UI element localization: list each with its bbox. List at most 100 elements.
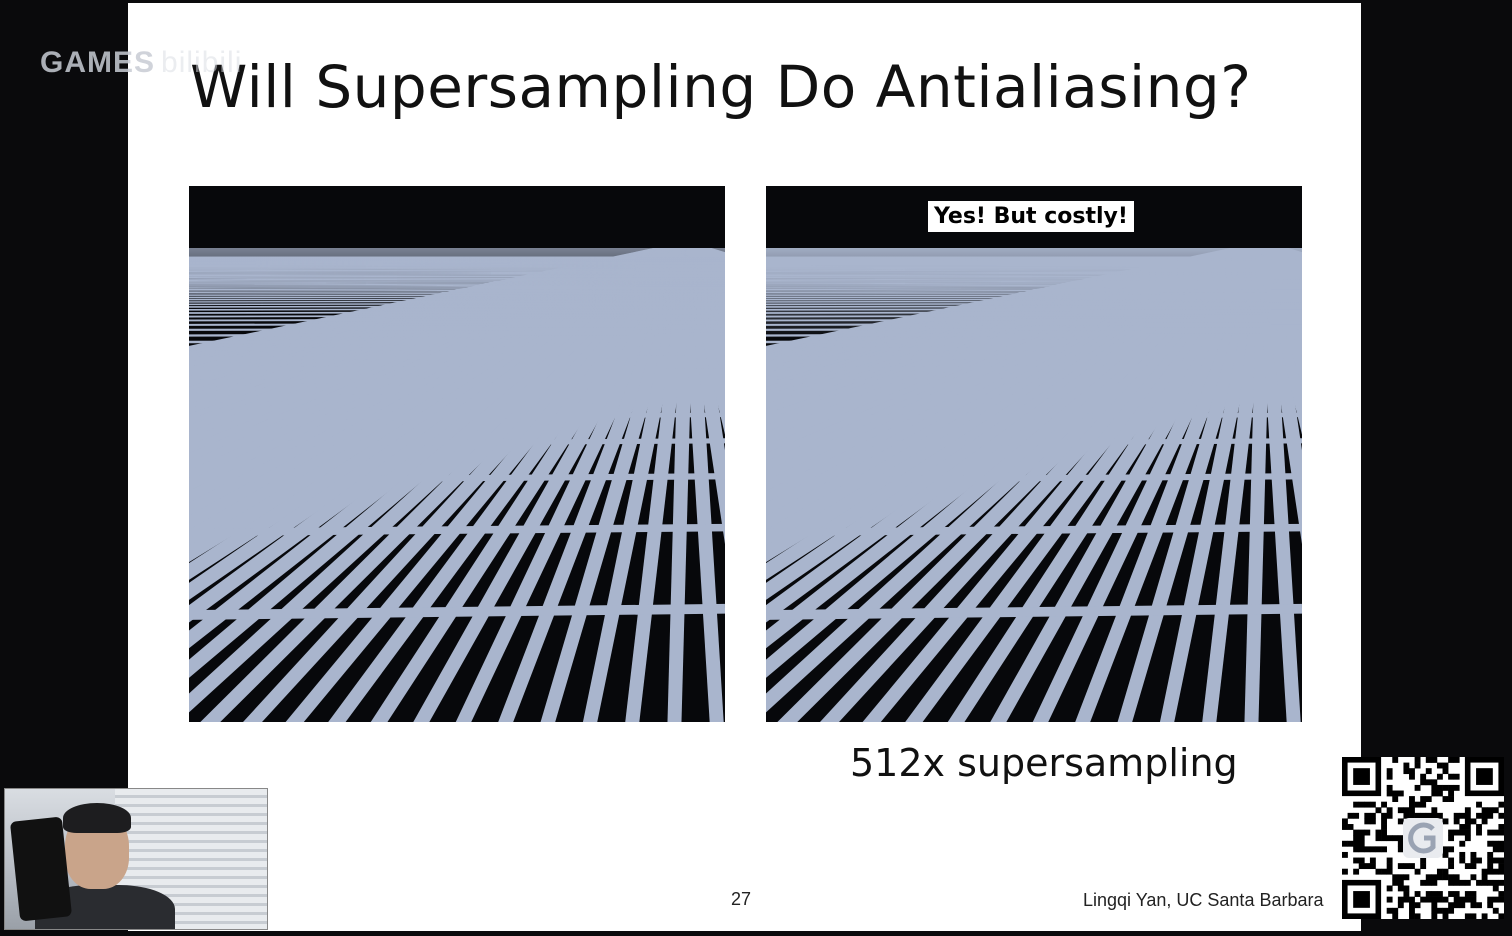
qr-module [1459, 857, 1466, 864]
qr-module [1358, 863, 1365, 870]
horizontal-grid-line [766, 473, 1302, 484]
horizontal-grid-line [766, 523, 1302, 537]
converging-grid-line [498, 245, 695, 722]
qr-module [1448, 891, 1455, 897]
supersampled-grid-render [766, 186, 1302, 722]
qr-module [1414, 868, 1421, 875]
qr-module [1448, 796, 1455, 802]
qr-module [1481, 807, 1488, 814]
qr-module [1425, 879, 1432, 886]
qr-module [1498, 824, 1504, 830]
qr-module [1476, 812, 1482, 819]
qr-module [1397, 807, 1404, 814]
qr-module [1448, 846, 1455, 853]
qr-module [1498, 829, 1504, 836]
converging-grid-line [905, 243, 1271, 722]
qr-module [1498, 801, 1504, 808]
phone-in-hand [9, 816, 73, 922]
qr-module [1409, 768, 1415, 775]
supersampling-caption: 512x supersampling [850, 741, 1238, 785]
qr-module [1369, 846, 1376, 853]
aliased-grid-render [189, 186, 725, 722]
horizontal-grid-line [766, 438, 1302, 447]
qr-module [1392, 907, 1399, 914]
qr-module [1353, 835, 1360, 842]
qr-module [1403, 812, 1410, 819]
converging-grid-line [680, 246, 725, 435]
qr-module [1498, 879, 1504, 886]
qr-module [1414, 762, 1421, 769]
qr-module [1498, 891, 1504, 897]
qr-module [1409, 807, 1415, 814]
horizontal-grid-line [766, 393, 1302, 400]
qr-module [1364, 829, 1371, 836]
qr-module [1487, 868, 1494, 875]
qr-module [1448, 829, 1455, 836]
qr-module [1403, 885, 1410, 892]
qr-module [1409, 796, 1415, 802]
qr-module [1409, 907, 1415, 914]
qr-module [1386, 885, 1393, 892]
sky [189, 186, 725, 248]
qr-module [1431, 896, 1438, 903]
qr-module [1381, 835, 1387, 842]
qr-module [1442, 896, 1449, 903]
qr-code[interactable] [1342, 757, 1504, 919]
qr-module [1369, 818, 1376, 825]
qr-module [1436, 812, 1443, 819]
horizontal-grid-line [189, 377, 725, 384]
qr-module [1353, 857, 1360, 864]
qr-module [1492, 879, 1499, 886]
qr-module [1442, 907, 1449, 914]
qr-module [1386, 773, 1393, 780]
qr-module [1431, 891, 1438, 897]
qr-module [1464, 835, 1471, 842]
qr-module [1453, 784, 1460, 791]
converging-grid-line [582, 246, 695, 722]
qr-module [1420, 896, 1427, 903]
qr-module [1392, 796, 1399, 802]
qr-module [1448, 907, 1455, 914]
qr-module [1476, 824, 1482, 830]
horizontal-grid-line [766, 339, 1302, 344]
qr-module [1353, 801, 1360, 808]
qr-module [1476, 902, 1482, 909]
qr-module [1342, 824, 1348, 830]
qr-code-pattern [1342, 757, 1504, 919]
qr-module [1386, 863, 1393, 870]
qr-module [1358, 857, 1365, 864]
qr-module [1425, 896, 1432, 903]
qr-module [1431, 902, 1438, 909]
qr-module [1353, 829, 1360, 836]
qr-module [1431, 757, 1438, 763]
qr-module [1381, 812, 1387, 819]
page-number: 27 [731, 889, 752, 909]
qr-module [1442, 868, 1449, 875]
converging-grid-line [990, 244, 1271, 722]
horizontal-grid-line [189, 318, 725, 322]
qr-module [1464, 824, 1471, 830]
qr-module [1492, 857, 1499, 864]
qr-module [1459, 902, 1466, 909]
qr-module [1420, 779, 1427, 786]
qr-module [1375, 846, 1382, 853]
qr-module [1364, 863, 1371, 870]
qr-module [1381, 868, 1387, 875]
converging-grid-line [1244, 247, 1272, 722]
qr-module [1453, 902, 1460, 909]
converging-grid-line [680, 247, 724, 722]
horizontal-grid-line [766, 355, 1302, 360]
qr-module [1487, 896, 1494, 903]
qr-module [1487, 879, 1494, 886]
converging-grid-line [766, 242, 1270, 713]
converging-grid-line [189, 242, 693, 713]
qr-module [1386, 907, 1393, 914]
horizontal-grid-line [766, 377, 1302, 384]
qr-module [1498, 840, 1504, 847]
costly-badge: Yes! But costly! [928, 201, 1134, 232]
qr-module [1353, 868, 1360, 875]
qr-module [1448, 879, 1455, 886]
qr-module [1397, 840, 1404, 847]
qr-module [1442, 796, 1449, 802]
qr-module [1476, 857, 1482, 864]
